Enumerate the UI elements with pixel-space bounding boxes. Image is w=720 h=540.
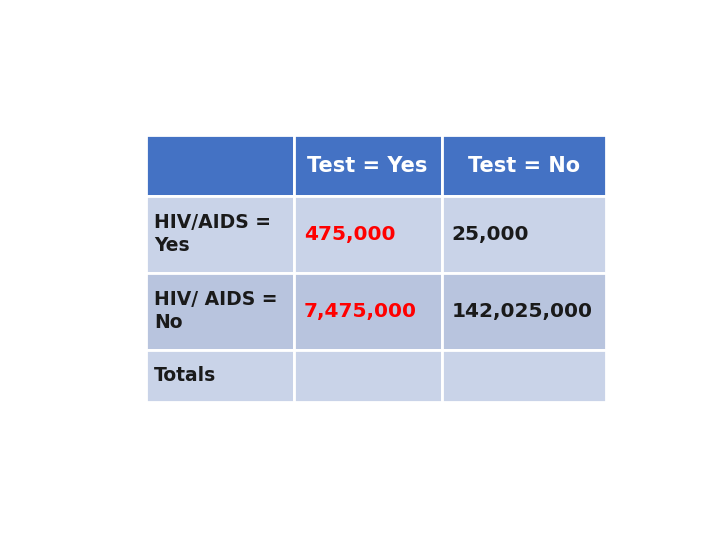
FancyBboxPatch shape [441,196,606,273]
FancyBboxPatch shape [145,136,294,196]
FancyBboxPatch shape [145,273,294,349]
Text: Totals: Totals [154,366,217,385]
FancyBboxPatch shape [145,196,294,273]
FancyBboxPatch shape [294,196,441,273]
FancyBboxPatch shape [441,349,606,402]
Text: 475,000: 475,000 [304,225,395,244]
FancyBboxPatch shape [294,136,441,196]
Text: Test = Yes: Test = Yes [307,156,428,176]
FancyBboxPatch shape [441,273,606,349]
Text: 7,475,000: 7,475,000 [304,302,417,321]
FancyBboxPatch shape [145,349,294,402]
FancyBboxPatch shape [441,136,606,196]
Text: HIV/ AIDS =
No: HIV/ AIDS = No [154,290,278,333]
Text: 142,025,000: 142,025,000 [451,302,593,321]
Text: 25,000: 25,000 [451,225,529,244]
FancyBboxPatch shape [294,349,441,402]
Text: HIV/AIDS =
Yes: HIV/AIDS = Yes [154,213,271,255]
Text: Test = No: Test = No [468,156,580,176]
FancyBboxPatch shape [294,273,441,349]
